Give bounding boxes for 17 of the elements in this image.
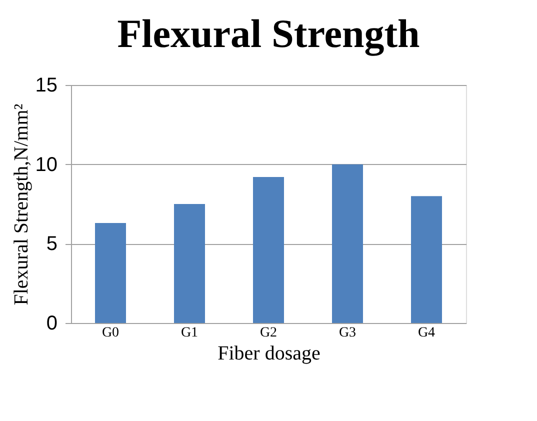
- bar: [174, 204, 205, 323]
- x-tick-label: G1: [180, 326, 198, 340]
- bar: [332, 164, 363, 323]
- bar: [253, 177, 284, 323]
- chart-title: Flexural Strength: [117, 11, 420, 56]
- bar: [95, 223, 126, 323]
- y-axis-title: Flexural Strength,N/mm²: [10, 104, 32, 306]
- y-tick-label: 0: [46, 312, 58, 334]
- x-tick-label: G4: [418, 326, 436, 340]
- y-tick-label: 5: [46, 233, 58, 256]
- x-tick-label: G3: [338, 326, 356, 340]
- x-tick-label: G0: [102, 326, 120, 340]
- x-tick-label: G2: [260, 326, 278, 340]
- y-tick-label: 15: [35, 74, 58, 96]
- bar: [411, 196, 442, 323]
- y-tick-label: 10: [35, 154, 58, 176]
- x-axis-title: Fiber dosage: [218, 342, 320, 364]
